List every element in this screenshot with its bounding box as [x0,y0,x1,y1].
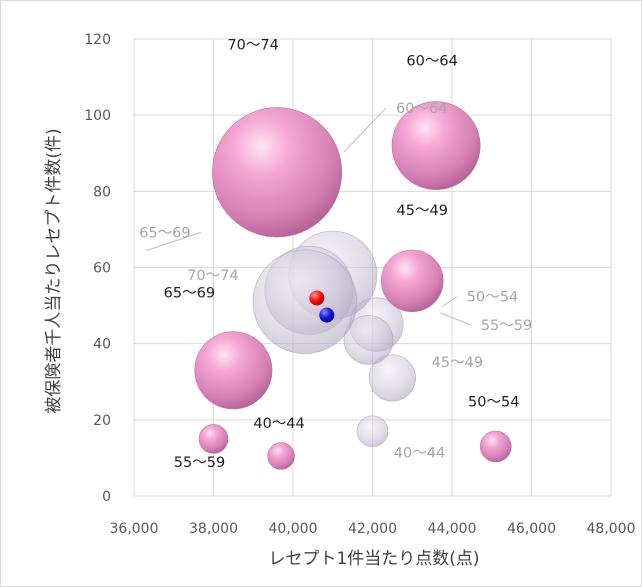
y-tick-label: 0 [102,489,111,505]
bubble-layer [194,101,512,470]
data-label-pink: 65〜69 [164,285,215,301]
data-label-pink: 60〜64 [406,54,457,70]
data-label-pink: 40〜44 [253,416,304,432]
y-tick-label: 120 [84,32,111,48]
data-label-pink: 70〜74 [227,37,278,53]
y-tick-label: 80 [93,184,111,200]
leader-line [146,231,202,251]
leader-line [442,296,457,308]
data-label-grey: 50〜54 [467,290,518,306]
bubble-grey-40〜44 [356,415,389,448]
x-tick-label: 38,000 [189,521,238,537]
y-tick-label: 40 [93,337,111,353]
x-tick-label: 46,000 [507,521,556,537]
x-tick-label: 48,000 [587,521,636,537]
x-tick-label: 36,000 [110,521,159,537]
average-marker [309,290,325,306]
bubble-pink-45〜49 [381,249,444,313]
y-axis-title: 被保険者千人当たりレセプト件数(件) [44,128,64,413]
x-tick-label: 42,000 [348,521,397,537]
bubble-pink-65〜69 [194,331,273,410]
label-layer: 40〜4445〜4950〜5455〜5960〜6465〜6970〜7440〜44… [139,37,532,471]
leader-line [440,312,471,326]
data-label-grey: 65〜69 [139,225,190,241]
x-tick-label: 44,000 [428,521,477,537]
data-label-grey: 70〜74 [187,268,238,284]
bubble-pink-55〜59 [198,424,229,454]
data-label-grey: 40〜44 [394,445,445,461]
data-label-pink: 50〜54 [468,394,519,410]
bubble-pink-70〜74 [212,107,343,238]
gridlines [133,38,612,497]
average-marker [319,307,335,323]
bubble-grey-55〜59 [343,314,394,365]
x-tick-label: 40,000 [269,521,318,537]
x-axis-title: レセプト1件当たり点数(点) [268,549,479,569]
data-label-grey: 45〜49 [432,355,483,371]
bubble-grey-45〜49 [368,354,416,402]
leader-line [343,107,387,153]
data-label-grey: 55〜59 [481,318,532,334]
bubble-pink-50〜54 [479,430,512,463]
y-tick-label: 60 [93,261,111,277]
tick-labels: 36,000 38,000 40,000 42,000 44,000 46,000 48,0… [84,32,635,537]
leader-lines [146,107,471,326]
data-label-grey: 60〜64 [396,101,447,117]
bubble-grey-70〜74 [252,249,358,355]
data-label-pink: 55〜59 [174,455,225,471]
bubble-pink-60〜64 [391,101,481,191]
data-label-pink: 45〜49 [397,203,448,219]
y-tick-label: 20 [93,413,111,429]
y-tick-label: 100 [84,108,111,124]
bubble-pink-40〜44 [267,442,295,470]
